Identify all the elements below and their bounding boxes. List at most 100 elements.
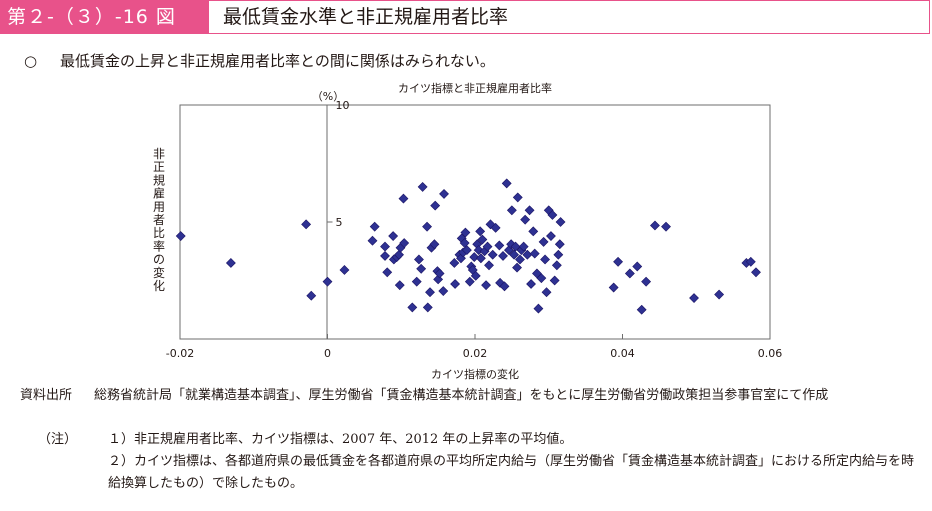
data-point [745,256,756,267]
data-point [225,258,236,268]
data-point [414,254,424,265]
plot-frame [179,104,771,340]
scatter-chart: カイツ指標と非正規雇用者比率 （%） -0.02 0 0.02 0.04 0.06 5 1… [153,81,782,381]
data-point [494,240,505,251]
x-tick-label: 0.02 [463,347,488,360]
data-point [417,181,428,192]
data-point [520,214,531,225]
data-point [538,236,549,247]
lead-bullet: ○ [24,52,38,70]
data-point [484,260,494,271]
data-point [398,193,409,204]
data-point [549,275,560,286]
data-point [546,231,556,241]
data-point [430,200,441,211]
data-point [541,287,552,298]
data-point [608,282,619,293]
data-point [547,210,558,220]
data-point [555,217,566,227]
data-point [714,289,725,300]
data-point [524,205,535,216]
data-point [751,267,761,278]
data-point [661,221,671,232]
data-point [475,253,486,264]
y-axis-title: 非正規雇用者比率の変化 [153,147,165,293]
data-point [636,304,647,315]
y-unit-label: （%） [312,90,344,103]
data-point [613,256,623,267]
y-axis-ticks: 5 10 [327,99,350,229]
data-point [322,276,333,287]
x-tick-label: 0 [324,347,331,360]
data-point [411,276,422,287]
data-point [499,281,510,292]
data-point [416,263,427,274]
note-1: １）非正規雇用者比率、カイツ指標は、2007 年、2012 年の上昇率の平均値。 [108,432,573,447]
data-point [469,252,480,263]
figure-title: 最低賃金水準と非正規雇用者比率 [223,6,509,28]
data-point [501,178,512,189]
data-point [380,251,390,261]
y-tick-label: 5 [336,216,343,229]
note-2: ２）カイツ指標は、各都道府県の最低賃金を各都道府県の平均所定内給与（厚生労働省「… [108,454,915,491]
data-point [533,303,544,314]
data-point [518,241,529,252]
data-point [460,227,471,238]
data-point [512,192,523,203]
data-point [498,251,508,261]
data-point [526,279,536,289]
data-point [461,245,472,256]
data-point [399,238,410,248]
data-point [553,249,564,260]
data-point [438,286,449,296]
data-point [175,231,186,241]
x-axis-title: カイツ指標の変化 [431,367,519,381]
data-point [388,231,399,241]
x-tick-label: -0.02 [166,347,194,360]
figure-header: 第２-（３）-16 図 最低賃金水準と非正規雇用者比率 [0,0,930,34]
data-point [449,258,460,268]
data-point [528,226,539,237]
data-point [369,221,380,232]
data-point [367,235,378,246]
data-point [509,249,520,260]
figure-number: 第２-（３）-16 図 [1,1,209,33]
data-point [439,188,449,199]
data-point [382,267,393,278]
data-point [481,280,491,291]
data-point [339,265,350,275]
chart-title: カイツ指標と非正規雇用者比率 [398,81,552,95]
data-point [470,270,481,281]
data-point [624,268,635,279]
data-point [301,219,312,230]
source-text: 総務省統計局「就業構造基本調査」、厚生労働省「賃金構造基本統計調査」をもとに厚生… [94,388,829,403]
data-point [407,302,418,313]
data-point [490,222,501,233]
data-point [394,249,404,260]
data-point [650,220,660,231]
x-tick-label: 0.06 [758,347,783,360]
data-point [434,268,445,279]
data-point [482,241,493,252]
source-label: 資料出所 [20,388,73,403]
data-point [380,241,390,252]
data-point [554,239,565,250]
data-point [475,226,486,237]
x-tick-label: 0.04 [610,347,635,360]
data-point [536,273,547,284]
data-point [464,276,475,287]
data-point [512,262,522,273]
data-point [540,254,550,265]
data-points [175,178,761,315]
data-point [422,302,433,313]
data-point [551,260,562,271]
data-point [394,280,405,291]
x-axis-ticks: -0.02 0 0.02 0.04 0.06 [166,334,782,360]
data-point [689,293,699,303]
data-point [515,254,525,265]
data-point [477,234,488,245]
data-point [641,276,652,287]
lead-text: 最低賃金の上昇と非正規雇用者比率との間に関係はみられない。 [60,52,495,70]
data-point [450,279,461,289]
lead-sentence: ○ 最低賃金の上昇と非正規雇用者比率との間に関係はみられない。 [24,50,495,71]
